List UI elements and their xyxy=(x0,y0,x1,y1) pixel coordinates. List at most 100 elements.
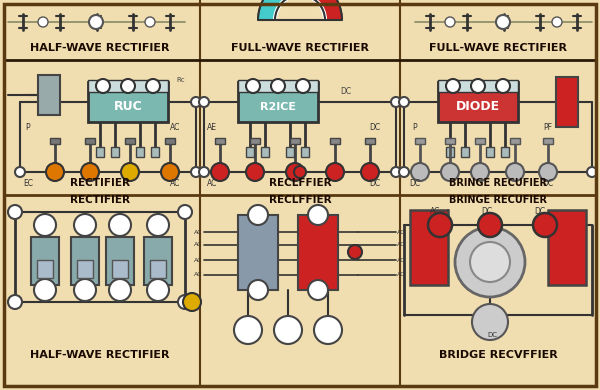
Circle shape xyxy=(506,163,524,181)
Text: AC: AC xyxy=(397,273,406,278)
Circle shape xyxy=(539,163,557,181)
Circle shape xyxy=(587,167,597,177)
FancyBboxPatch shape xyxy=(151,147,159,157)
Circle shape xyxy=(211,163,229,181)
Circle shape xyxy=(446,79,460,93)
Text: R2ICE: R2ICE xyxy=(260,102,296,112)
Circle shape xyxy=(361,163,379,181)
Circle shape xyxy=(533,213,557,237)
Text: RECTIFIER: RECTIFIER xyxy=(70,195,130,205)
FancyBboxPatch shape xyxy=(365,138,375,144)
FancyBboxPatch shape xyxy=(50,138,60,144)
Text: BRIDGE RECVFFIER: BRIDGE RECVFFIER xyxy=(439,350,557,360)
Circle shape xyxy=(161,163,179,181)
Circle shape xyxy=(391,97,401,107)
Text: DC: DC xyxy=(409,179,421,188)
Text: AC: AC xyxy=(397,243,406,248)
FancyBboxPatch shape xyxy=(246,147,254,157)
Text: HALF-WAVE RECTIFIER: HALF-WAVE RECTIFIER xyxy=(30,43,170,53)
FancyBboxPatch shape xyxy=(261,147,269,157)
Text: AC: AC xyxy=(170,179,180,188)
Circle shape xyxy=(472,304,508,340)
FancyBboxPatch shape xyxy=(301,147,309,157)
Text: DC: DC xyxy=(340,87,351,96)
FancyBboxPatch shape xyxy=(88,80,168,92)
Circle shape xyxy=(246,163,264,181)
FancyBboxPatch shape xyxy=(298,215,338,290)
Text: BRINGE RECUFIER: BRINGE RECUFIER xyxy=(449,178,547,188)
Circle shape xyxy=(178,295,192,309)
FancyBboxPatch shape xyxy=(438,82,518,122)
FancyBboxPatch shape xyxy=(461,147,469,157)
FancyBboxPatch shape xyxy=(37,260,53,278)
Text: BRINGE RECUFIER: BRINGE RECUFIER xyxy=(449,195,547,205)
FancyBboxPatch shape xyxy=(501,147,509,157)
Circle shape xyxy=(471,79,485,93)
Circle shape xyxy=(8,205,22,219)
FancyBboxPatch shape xyxy=(88,82,168,122)
FancyBboxPatch shape xyxy=(250,138,260,144)
Circle shape xyxy=(496,15,510,29)
Text: EC: EC xyxy=(23,179,33,188)
FancyBboxPatch shape xyxy=(445,138,455,144)
FancyBboxPatch shape xyxy=(144,237,172,285)
FancyBboxPatch shape xyxy=(475,138,485,144)
Circle shape xyxy=(121,163,139,181)
Circle shape xyxy=(38,17,48,27)
FancyBboxPatch shape xyxy=(165,138,175,144)
FancyBboxPatch shape xyxy=(96,147,104,157)
FancyBboxPatch shape xyxy=(438,80,518,92)
Circle shape xyxy=(391,167,401,177)
Text: AC: AC xyxy=(397,229,406,234)
Circle shape xyxy=(199,167,209,177)
Text: AC: AC xyxy=(193,243,202,248)
Circle shape xyxy=(8,295,22,309)
Circle shape xyxy=(348,245,362,259)
Text: AC: AC xyxy=(193,229,202,234)
Text: DC: DC xyxy=(481,207,493,216)
FancyBboxPatch shape xyxy=(510,138,520,144)
FancyBboxPatch shape xyxy=(125,138,135,144)
FancyBboxPatch shape xyxy=(486,147,494,157)
Circle shape xyxy=(455,227,525,297)
Circle shape xyxy=(286,163,304,181)
Text: Rc: Rc xyxy=(176,77,185,83)
FancyBboxPatch shape xyxy=(286,147,294,157)
Circle shape xyxy=(399,97,409,107)
Circle shape xyxy=(441,163,459,181)
FancyBboxPatch shape xyxy=(77,260,93,278)
Circle shape xyxy=(145,17,155,27)
Circle shape xyxy=(74,214,96,236)
Circle shape xyxy=(274,316,302,344)
Circle shape xyxy=(411,163,429,181)
Circle shape xyxy=(15,167,25,177)
Circle shape xyxy=(199,97,209,107)
Text: HALF-WAVE RECTIFIER: HALF-WAVE RECTIFIER xyxy=(30,350,170,360)
FancyBboxPatch shape xyxy=(290,138,300,144)
Text: AC: AC xyxy=(193,273,202,278)
Circle shape xyxy=(183,293,201,311)
Circle shape xyxy=(96,79,110,93)
FancyBboxPatch shape xyxy=(446,147,454,157)
Circle shape xyxy=(109,279,131,301)
FancyBboxPatch shape xyxy=(85,138,95,144)
FancyBboxPatch shape xyxy=(31,237,59,285)
Circle shape xyxy=(146,79,160,93)
FancyBboxPatch shape xyxy=(330,138,340,144)
Text: RECLFFIER: RECLFFIER xyxy=(269,178,331,188)
Circle shape xyxy=(234,316,262,344)
FancyBboxPatch shape xyxy=(548,210,586,285)
Text: DC: DC xyxy=(487,332,497,338)
FancyBboxPatch shape xyxy=(556,77,578,127)
FancyBboxPatch shape xyxy=(111,147,119,157)
Text: AC: AC xyxy=(397,257,406,262)
Text: AE: AE xyxy=(207,122,217,131)
Circle shape xyxy=(326,163,344,181)
Circle shape xyxy=(271,79,285,93)
FancyBboxPatch shape xyxy=(410,210,448,285)
Text: AC: AC xyxy=(207,179,217,188)
FancyBboxPatch shape xyxy=(150,260,166,278)
Circle shape xyxy=(74,279,96,301)
Text: DC: DC xyxy=(370,122,380,131)
Circle shape xyxy=(147,279,169,301)
